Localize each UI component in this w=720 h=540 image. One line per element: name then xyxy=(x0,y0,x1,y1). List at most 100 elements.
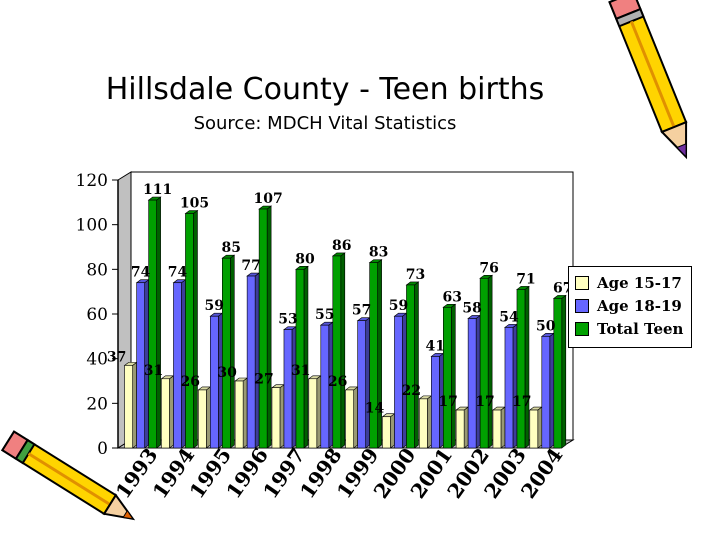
data-label: 31 xyxy=(291,363,310,379)
data-label: 59 xyxy=(205,298,224,314)
data-label: 111 xyxy=(143,182,172,198)
data-label: 83 xyxy=(369,245,388,261)
bar-front xyxy=(283,329,293,449)
bar xyxy=(246,272,261,449)
data-label: 54 xyxy=(499,309,519,325)
bar-front xyxy=(504,327,514,449)
bar xyxy=(307,375,322,449)
bar-front xyxy=(209,315,219,449)
bar-side xyxy=(266,205,272,449)
data-label: 50 xyxy=(536,318,556,334)
y-tick-label: 0 xyxy=(97,439,108,459)
y-tick-label: 120 xyxy=(76,171,108,191)
data-label: 86 xyxy=(332,238,351,254)
y-tick-label: 40 xyxy=(86,350,108,370)
data-label: 71 xyxy=(516,271,535,287)
y-tick-label: 60 xyxy=(86,305,108,325)
bar-side xyxy=(205,386,211,449)
bar xyxy=(172,279,187,449)
bar xyxy=(393,312,408,449)
data-label: 57 xyxy=(352,303,371,319)
bar-front xyxy=(516,289,526,449)
bar-side xyxy=(291,326,297,449)
bar-front xyxy=(332,255,342,449)
bar xyxy=(331,252,346,449)
bar-side xyxy=(426,395,432,449)
data-label: 31 xyxy=(144,363,163,379)
data-label: 27 xyxy=(254,372,273,388)
bar xyxy=(492,406,506,449)
bar-front xyxy=(406,284,415,449)
bar xyxy=(319,321,334,449)
bar-front xyxy=(185,213,194,449)
bar-side xyxy=(303,265,309,449)
data-label: 63 xyxy=(443,289,462,305)
legend-label: Total Teen xyxy=(597,319,684,338)
bar-front xyxy=(258,208,268,449)
bar xyxy=(368,259,383,449)
bar xyxy=(442,303,457,449)
data-label: 76 xyxy=(479,260,498,276)
bar xyxy=(381,413,396,449)
bar-front xyxy=(320,324,330,449)
legend-item: Total Teen xyxy=(575,317,691,340)
bar-front xyxy=(148,199,157,449)
data-label: 26 xyxy=(181,374,200,390)
data-label: 41 xyxy=(426,338,445,354)
bar-side xyxy=(316,375,322,449)
data-label: 53 xyxy=(278,312,297,328)
bar xyxy=(405,281,420,449)
bar-side xyxy=(181,279,186,449)
bar-front xyxy=(161,378,170,449)
bar-side xyxy=(169,375,174,449)
bar xyxy=(271,384,285,449)
bar xyxy=(295,265,309,449)
bar-front xyxy=(136,282,145,449)
bar-side xyxy=(353,386,358,449)
bar-side xyxy=(500,406,506,449)
bar-side xyxy=(512,323,518,449)
bar xyxy=(197,386,212,449)
legend-swatch xyxy=(575,321,589,336)
bar-front xyxy=(529,409,539,449)
legend-label: Age 18-19 xyxy=(597,296,682,315)
bar xyxy=(418,395,433,449)
data-label: 77 xyxy=(241,258,260,274)
data-label: 58 xyxy=(462,300,481,316)
bar-front xyxy=(221,257,231,449)
bar-side xyxy=(279,384,285,449)
data-label: 17 xyxy=(475,394,494,410)
bar-side xyxy=(254,272,260,449)
bar-side xyxy=(463,406,469,449)
bar xyxy=(467,314,482,449)
data-label: 85 xyxy=(222,240,241,256)
bar-front xyxy=(455,409,465,449)
data-label: 80 xyxy=(295,251,315,267)
chart-legend: Age 15-17 Age 18-19 Total Teen xyxy=(568,266,692,348)
legend-item: Age 15-17 xyxy=(575,271,691,294)
bar-side xyxy=(242,377,248,449)
bar-front xyxy=(173,282,182,449)
y-tick-label: 80 xyxy=(86,260,108,280)
data-label: 74 xyxy=(131,265,151,281)
bar-front xyxy=(430,356,440,449)
data-label: 37 xyxy=(107,349,126,365)
bar-front xyxy=(442,306,452,449)
pencil-icon-top-right xyxy=(608,0,688,160)
bar-front xyxy=(467,318,477,449)
x-tick-label: 2004 xyxy=(516,443,568,502)
bar xyxy=(184,209,199,449)
data-label: 22 xyxy=(402,383,421,399)
bar-front xyxy=(418,398,428,449)
bar-side xyxy=(549,332,555,449)
bar-front xyxy=(197,389,207,449)
data-label: 105 xyxy=(180,196,209,212)
data-label: 17 xyxy=(438,394,457,410)
legend-item: Age 18-19 xyxy=(575,294,691,317)
bar-side xyxy=(450,303,456,449)
data-label: 17 xyxy=(512,394,531,410)
bar xyxy=(221,254,236,449)
bar-side xyxy=(229,254,235,449)
